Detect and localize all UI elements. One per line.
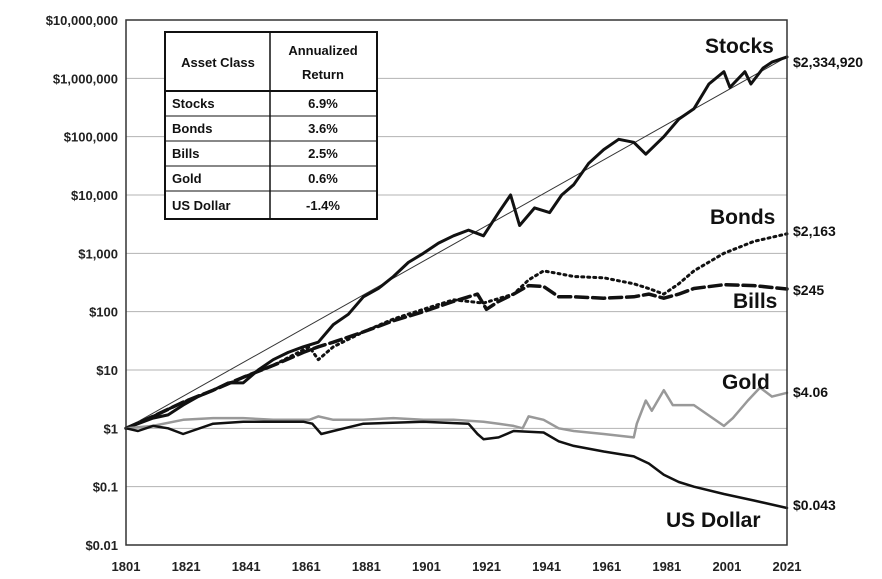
table-cell-return: 2.5% xyxy=(308,146,338,161)
table-cell-return: 6.9% xyxy=(308,96,338,111)
trend-line xyxy=(125,56,788,429)
table-cell-asset: Bills xyxy=(172,146,199,161)
y-tick-label: $10,000,000 xyxy=(46,13,118,28)
y-axis-ticks: $10,000,000 $1,000,000 $100,000 $10,000 $1,0… xyxy=(46,13,118,553)
y-tick-label: $10 xyxy=(96,363,118,378)
series-line-stocks xyxy=(124,55,789,430)
x-tick-label: 1881 xyxy=(352,559,381,574)
x-tick-label: 1841 xyxy=(232,559,261,574)
y-tick-label: $1,000 xyxy=(78,246,118,261)
x-tick-label: 1961 xyxy=(592,559,621,574)
y-tick-label: $0.1 xyxy=(93,480,118,495)
series-line-bills xyxy=(124,282,789,431)
y-tick-label: $10,000 xyxy=(71,188,118,203)
series-title-bonds: Bonds xyxy=(710,206,775,229)
x-tick-label: 1861 xyxy=(292,559,321,574)
x-tick-label: 1921 xyxy=(472,559,501,574)
x-tick-label: 1821 xyxy=(172,559,201,574)
x-tick-label: 1801 xyxy=(112,559,141,574)
end-label-stocks: $2,334,920 xyxy=(793,54,863,70)
x-tick-label: 1901 xyxy=(412,559,441,574)
y-tick-label: $0.01 xyxy=(85,538,118,553)
y-tick-label: $100,000 xyxy=(64,130,118,145)
series-title-gold: Gold xyxy=(722,371,770,394)
end-label-bonds: $2,163 xyxy=(793,223,836,239)
x-tick-label: 1941 xyxy=(532,559,561,574)
y-tick-label: $1 xyxy=(104,421,118,436)
table-cell-asset: Gold xyxy=(172,171,202,186)
series-line-gold xyxy=(124,386,789,439)
table-cell-return: 3.6% xyxy=(308,121,338,136)
table-cell-asset: US Dollar xyxy=(172,198,231,213)
series-title-bills: Bills xyxy=(733,290,777,313)
end-label-bills: $245 xyxy=(793,282,824,298)
end-label-gold: $4.06 xyxy=(793,384,828,400)
return-table: Asset Class Annualized Return Stocks 6.9… xyxy=(164,31,378,220)
y-tick-label: $100 xyxy=(89,305,118,320)
x-tick-label: 2021 xyxy=(773,559,802,574)
table-cell-asset: Bonds xyxy=(172,121,212,136)
end-label-us-dollar: $0.043 xyxy=(793,497,836,513)
y-tick-label: $1,000,000 xyxy=(53,71,118,86)
x-tick-label: 2001 xyxy=(712,559,741,574)
series-lines xyxy=(124,55,789,510)
x-axis-ticks: 1801 1821 1841 1861 1881 1901 1921 1941 1961 1981… xyxy=(112,559,802,574)
series-line-us-dollar xyxy=(124,420,789,510)
table-header-return-line2: Return xyxy=(302,67,344,82)
series-title-stocks: Stocks xyxy=(705,35,774,58)
series-line-bonds xyxy=(124,232,789,430)
x-tick-label: 1981 xyxy=(652,559,681,574)
table-cell-return: 0.6% xyxy=(308,171,338,186)
table-cell-return: -1.4% xyxy=(306,198,340,213)
table-header-return-line1: Annualized xyxy=(288,43,357,58)
plot-frame xyxy=(125,19,788,546)
series-title-us-dollar: US Dollar xyxy=(666,509,761,532)
stocks-trend-line xyxy=(125,56,788,429)
table-cell-asset: Stocks xyxy=(172,96,215,111)
table-header-asset-class: Asset Class xyxy=(181,55,255,70)
